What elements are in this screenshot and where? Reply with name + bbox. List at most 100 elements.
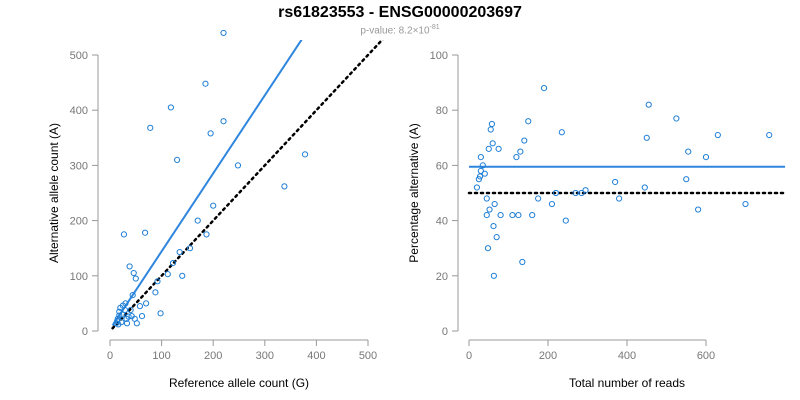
left-x-axis-title: Reference allele count (G) bbox=[169, 376, 309, 390]
chart-title: rs61823553 - ENSG00000203697 bbox=[278, 4, 522, 21]
right-data-point bbox=[643, 134, 650, 141]
right-data-point bbox=[695, 206, 702, 213]
right-data-point bbox=[572, 189, 579, 197]
left-data-point bbox=[132, 275, 139, 282]
right-x-axis-title: Total number of reads bbox=[569, 376, 685, 390]
right-data-point bbox=[548, 200, 556, 208]
right-y-tick-label: 20 bbox=[436, 271, 448, 283]
left-data-point bbox=[154, 278, 161, 285]
right-data-point bbox=[493, 234, 500, 241]
right-x-tick-label: 200 bbox=[539, 350, 557, 362]
right-data-point bbox=[475, 176, 482, 183]
left-y-tick-label: 200 bbox=[70, 216, 88, 228]
right-data-point bbox=[540, 85, 548, 92]
left-data-point bbox=[123, 320, 131, 327]
left-y-tick-label: 0 bbox=[82, 326, 88, 338]
right-data-point bbox=[552, 189, 560, 197]
right-y-tick-label: 40 bbox=[436, 216, 448, 228]
right-data-point bbox=[515, 211, 522, 219]
left-data-point bbox=[194, 217, 201, 224]
left-data-point bbox=[179, 272, 186, 279]
right-scatter-panel: 0 200 400 600 0 20 40 60 80 100 Total number of re… bbox=[407, 50, 787, 390]
right-data-point bbox=[535, 195, 542, 202]
p-value-text: p-value: 8.2×10 bbox=[360, 25, 430, 37]
left-y-tick-label: 500 bbox=[70, 50, 88, 62]
right-data-point bbox=[645, 101, 652, 108]
right-data-point bbox=[702, 154, 710, 161]
right-data-point bbox=[582, 187, 589, 194]
left-data-point bbox=[126, 263, 133, 270]
left-data-point bbox=[234, 162, 242, 169]
left-x-tick-label: 400 bbox=[307, 350, 325, 362]
right-data-point bbox=[485, 145, 492, 152]
left-y-tick-label: 400 bbox=[70, 105, 88, 117]
left-data-point bbox=[127, 306, 134, 314]
left-data-point bbox=[207, 130, 214, 137]
left-data-point bbox=[169, 260, 177, 267]
left-data-point bbox=[116, 312, 123, 319]
left-data-point bbox=[120, 231, 128, 238]
right-data-point bbox=[509, 211, 516, 219]
right-data-point bbox=[490, 272, 497, 279]
chart-subtitle: p-value: 8.2×10-81 bbox=[0, 24, 800, 36]
right-data-point bbox=[488, 120, 496, 128]
right-data-point bbox=[479, 162, 486, 169]
left-data-point bbox=[119, 311, 126, 318]
right-x-tick-label: 0 bbox=[466, 350, 472, 362]
right-data-point bbox=[497, 211, 504, 219]
right-data-point bbox=[521, 137, 528, 144]
left-x-tick-label: 500 bbox=[359, 350, 377, 362]
left-y-tick-label: 300 bbox=[70, 160, 88, 172]
right-data-point bbox=[529, 211, 536, 219]
left-data-point bbox=[157, 310, 164, 317]
right-data-point bbox=[558, 129, 565, 136]
right-data-point bbox=[487, 126, 494, 133]
left-data-point bbox=[125, 313, 132, 320]
right-y-tick-label: 60 bbox=[436, 160, 448, 172]
left-reference-line bbox=[111, 40, 384, 330]
right-data-point bbox=[491, 200, 498, 208]
left-data-point bbox=[130, 269, 137, 277]
left-data-point bbox=[147, 124, 154, 131]
right-data-point bbox=[766, 131, 773, 139]
left-y-tick-label: 100 bbox=[70, 271, 88, 283]
left-y-axis-title: Alternative allele count (A) bbox=[47, 123, 61, 263]
right-x-tick-label: 400 bbox=[618, 350, 636, 362]
left-data-point bbox=[122, 300, 129, 307]
left-data-point bbox=[220, 29, 227, 37]
left-data-point bbox=[220, 118, 227, 125]
right-data-point bbox=[742, 200, 749, 208]
right-data-point bbox=[513, 154, 520, 161]
left-data-point bbox=[167, 104, 174, 111]
left-data-point bbox=[301, 151, 309, 158]
left-x-tick-label: 200 bbox=[204, 350, 222, 362]
left-data-point bbox=[118, 319, 125, 326]
right-data-point bbox=[616, 195, 623, 202]
left-fit-line bbox=[111, 40, 303, 327]
right-data-point bbox=[612, 178, 619, 186]
right-y-tick-label: 0 bbox=[442, 326, 448, 338]
right-data-point bbox=[683, 176, 690, 183]
right-y-axis-title: Percentage alternative (A) bbox=[407, 123, 421, 262]
left-data-point bbox=[203, 231, 210, 238]
left-data-point bbox=[210, 202, 217, 209]
right-data-point bbox=[525, 118, 532, 125]
right-data-point bbox=[495, 145, 502, 152]
right-data-point bbox=[519, 258, 526, 266]
left-data-point bbox=[152, 289, 159, 296]
right-data-point bbox=[483, 195, 490, 202]
right-y-tick-label: 100 bbox=[430, 50, 448, 62]
right-data-point bbox=[477, 154, 484, 161]
left-data-point bbox=[138, 312, 146, 320]
p-value-exponent: -81 bbox=[429, 24, 440, 31]
left-x-tick-label: 0 bbox=[107, 350, 113, 362]
left-data-point bbox=[129, 292, 136, 299]
right-data-point bbox=[490, 223, 497, 230]
right-data-point bbox=[473, 184, 480, 191]
right-data-point bbox=[483, 211, 490, 219]
left-data-point bbox=[164, 271, 171, 278]
right-data-point bbox=[562, 217, 569, 224]
left-data-point bbox=[136, 303, 144, 310]
left-data-point bbox=[186, 245, 194, 252]
